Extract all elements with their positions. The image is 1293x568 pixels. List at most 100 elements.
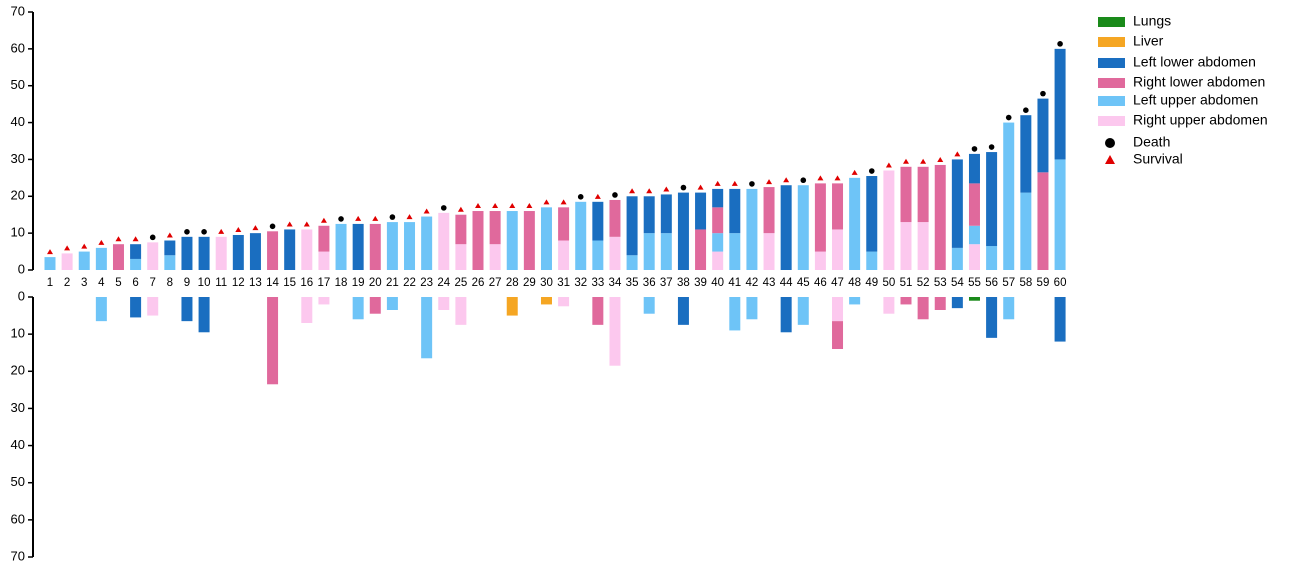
bar-segment [506,211,518,270]
bar-segment [95,247,107,270]
x-tick-label: 38 [677,277,690,289]
bar-segment [968,183,980,226]
bar-segment [249,233,261,270]
x-tick-label: 12 [232,277,245,289]
bar-segment [1037,172,1049,270]
outcome-marker [577,194,584,200]
bar-segment [883,170,895,270]
lower-bar-segment [506,297,518,316]
bar-segment [849,177,861,270]
x-tick-label: 60 [1054,277,1067,289]
outcome-marker [47,249,53,255]
x-tick-label: 37 [660,277,673,289]
x-tick-label: 35 [626,277,639,289]
outcome-marker [834,175,841,181]
y-tick-label: 30 [11,151,25,166]
bar-segment [1020,115,1032,193]
x-tick-label: 57 [1002,277,1015,289]
bar-segment [643,233,655,270]
bar-segment [164,240,176,256]
bar-segment [558,207,570,241]
x-tick-label: 6 [132,277,138,289]
outcome-marker [731,180,738,186]
y-tick-label: 0 [18,261,25,276]
outcome-marker [320,217,327,223]
bar-segment [968,153,980,184]
x-tick-label: 45 [797,277,810,289]
bar-segment [130,244,142,259]
outcome-marker [526,203,533,209]
outcome-marker [440,205,447,211]
outcome-marker [766,179,773,185]
outcome-marker [457,206,464,212]
x-tick-label: 14 [266,277,279,289]
x-tick-label: 2 [64,277,70,289]
lower-bar-segment [1054,297,1066,342]
x-tick-label: 43 [763,277,776,289]
outcome-marker [149,234,156,241]
bar-segment [147,242,159,270]
bar-segment [1037,98,1049,173]
outcome-marker [64,245,71,251]
y-tick-label: 70 [11,3,25,18]
bar-segment [729,188,741,234]
bar-segment [455,244,467,270]
outcome-marker [132,236,139,242]
outcome-marker [1057,41,1063,47]
bar-segment [575,201,587,270]
lower-y-tick-label: 50 [11,474,25,489]
bar-segment [112,244,124,270]
x-tick-label: 41 [728,277,741,289]
bar-segment [677,192,689,270]
bar-segment [626,196,638,256]
lower-bar-segment [301,297,313,323]
bar-segment [712,207,724,234]
legend-swatch [1098,58,1125,68]
bar-segment [489,211,501,245]
bar-segment [215,236,227,270]
bar-segment [1054,159,1066,270]
lower-bar-segment [968,297,980,301]
bar-segment [780,185,792,270]
bar-segment [1003,122,1015,270]
bar-segment [489,244,501,270]
x-tick-label: 33 [591,277,604,289]
lower-bar-segment [797,297,809,325]
lower-y-tick-label: 0 [18,288,25,303]
outcome-marker [1005,114,1012,121]
x-tick-label: 36 [643,277,656,289]
outcome-marker [423,208,430,214]
bar-segment [540,207,552,270]
legend-label: Right upper abdomen [1133,112,1268,128]
outcome-marker [355,215,362,221]
x-tick-label: 16 [300,277,313,289]
outcome-marker [166,232,173,238]
legend-label: Right lower abdomen [1133,74,1265,90]
legend-swatch [1098,17,1125,27]
x-tick-label: 29 [523,277,536,289]
lower-bar-segment [352,297,364,320]
outcome-marker [269,223,276,230]
bar-segment [198,236,210,270]
bar-segment [626,255,638,270]
x-tick-label: 44 [780,277,793,289]
x-tick-label: 42 [746,277,759,289]
bar-segment [181,236,193,270]
x-tick-label: 39 [694,277,707,289]
outcome-marker [406,214,413,220]
outcome-marker [338,216,344,222]
x-tick-label: 58 [1019,277,1032,289]
lower-bar-segment [832,297,844,322]
x-tick-label: 17 [318,277,331,289]
outcome-marker [372,215,379,221]
lower-bar-segment [455,297,467,325]
bar-segment [164,255,176,270]
outcome-marker [218,228,225,234]
bar-segment [746,188,758,270]
x-tick-label: 54 [951,277,964,289]
lower-bar-segment [729,297,741,331]
outcome-marker [389,214,396,220]
lower-bar-segment [1003,297,1015,320]
bar-segment [866,251,878,270]
x-tick-label: 18 [335,277,348,289]
